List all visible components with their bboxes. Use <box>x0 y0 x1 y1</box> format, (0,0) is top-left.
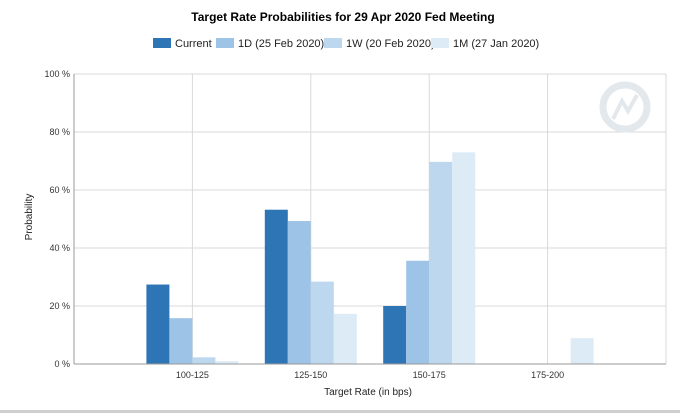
bar <box>570 338 594 364</box>
legend-swatch <box>153 38 171 48</box>
legend-label: Current <box>175 38 212 50</box>
legend-label: 1D (25 Feb 2020) <box>238 38 324 50</box>
bar <box>310 281 334 364</box>
watermark-logo <box>599 81 651 133</box>
bottom-divider <box>0 410 680 413</box>
bar <box>264 209 288 364</box>
x-axis-label: Target Rate (in bps) <box>324 387 412 398</box>
legend-label: 1W (20 Feb 2020) <box>346 38 435 50</box>
x-tick-label: 175-200 <box>531 370 564 380</box>
x-tick-label: 100-125 <box>176 370 209 380</box>
legend-swatch <box>431 38 449 48</box>
y-axis-label: Probability <box>24 194 35 241</box>
bar <box>383 306 407 364</box>
legend-swatch <box>324 38 342 48</box>
plot-area: 0 % 20 % 40 % 60 % 80 % 100 % 100-125 125-150 15… <box>44 69 667 380</box>
bar <box>287 221 311 364</box>
bar <box>146 284 170 364</box>
legend: Current 1D (25 Feb 2020) 1W (20 Feb 2020) 1… <box>153 38 539 50</box>
y-tick-label: 0 % <box>54 359 70 369</box>
y-tick-label: 60 % <box>49 185 70 195</box>
bar <box>429 161 453 364</box>
y-tick-label: 40 % <box>49 243 70 253</box>
y-tick-label: 20 % <box>49 301 70 311</box>
y-tick-label: 80 % <box>49 127 70 137</box>
bar <box>452 152 476 364</box>
bar <box>192 357 216 364</box>
bar <box>333 313 357 364</box>
bar <box>215 361 239 364</box>
x-tick-label: 150-175 <box>413 370 446 380</box>
y-tick-label: 100 % <box>44 69 70 79</box>
chart-title: Target Rate Probabilities for 29 Apr 202… <box>191 10 494 24</box>
bar <box>406 260 430 364</box>
x-tick-label: 125-150 <box>294 370 327 380</box>
legend-label: 1M (27 Jan 2020) <box>453 38 539 50</box>
bar <box>169 318 193 364</box>
legend-swatch <box>216 38 234 48</box>
